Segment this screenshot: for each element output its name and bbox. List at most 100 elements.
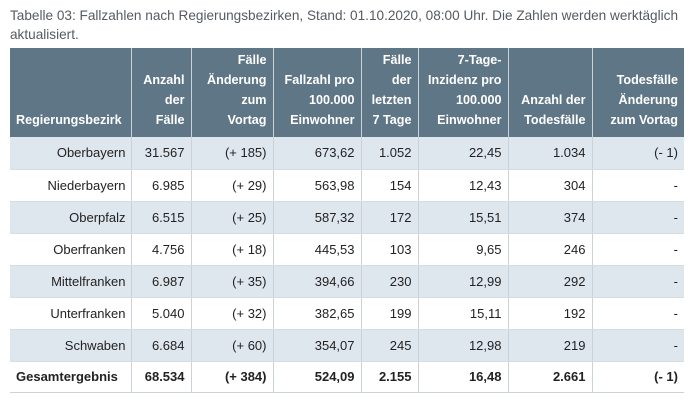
- cell-7-tage-inzidenz: 15,11: [418, 297, 509, 330]
- table-row: Oberpfalz 6.515 (+ 25) 587,32 172 15,51 374-: [10, 201, 684, 234]
- cell-todesfaelle-aenderung: (- 1): [592, 137, 684, 170]
- case-table: Regierungsbezirk Anzahl der Fälle Fälle Änder…: [10, 48, 684, 393]
- cell-7-tage-inzidenz: 12,43: [418, 169, 509, 202]
- header-line: letzten: [371, 93, 412, 107]
- cell-region: Mittelfranken: [10, 265, 132, 298]
- table-row: Schwaben 6.684 (+ 60) 354,07 245 12,98 219-: [10, 329, 684, 362]
- cell-region: Oberbayern: [10, 137, 132, 170]
- cell-faelle-7-tage: 230: [361, 265, 419, 298]
- header-line: Fallzahl pro: [284, 73, 355, 87]
- cell-fallzahl-pro-100k: 354,07: [273, 329, 362, 362]
- header-line: Fälle: [237, 53, 267, 67]
- header-line: zum Vortag: [610, 113, 678, 127]
- cell-region: Unterfranken: [10, 297, 132, 330]
- cell-fallzahl-pro-100k: 673,62: [273, 137, 362, 170]
- header-regierungsbezirk: Regierungsbezirk: [10, 48, 132, 137]
- cell-anzahl-todesfaelle: 246: [508, 233, 593, 266]
- header-line: Anzahl: [143, 73, 185, 87]
- cell-todesfaelle-aenderung: -: [592, 265, 684, 298]
- header-anzahl-faelle: Anzahl der Fälle: [131, 48, 192, 137]
- table-body: Oberbayern 31.567 (+ 185) 673,62 1.052 22,45 1…: [10, 137, 684, 393]
- header-line: Todesfälle: [524, 113, 586, 127]
- header-row: Regierungsbezirk Anzahl der Fälle Fälle Änder…: [10, 48, 684, 137]
- cell-anzahl-todesfaelle: 304: [508, 169, 593, 202]
- cell-faelle-7-tage: 172: [361, 201, 419, 234]
- cell-todesfaelle-aenderung: -: [592, 329, 684, 362]
- header-line: Fälle: [155, 113, 185, 127]
- cell-region: Niederbayern: [10, 169, 132, 202]
- cell-aenderung-vortag: (+ 35): [191, 265, 274, 298]
- cell-region: Oberfranken: [10, 233, 132, 266]
- cell-faelle-7-tage: 199: [361, 297, 419, 330]
- header-line: Vortag: [227, 113, 267, 127]
- header-line: Änderung: [618, 93, 678, 107]
- cell-7-tage-inzidenz: 22,45: [418, 137, 509, 170]
- cell-faelle-7-tage: 103: [361, 233, 419, 266]
- header-line: 7 Tage: [372, 113, 412, 127]
- header-line: Anzahl der: [521, 93, 586, 107]
- table-row: Mittelfranken 6.987 (+ 35) 394,66 230 12,99 29…: [10, 265, 684, 298]
- cell-7-tage-inzidenz: 15,51: [418, 201, 509, 234]
- table-row: Oberbayern 31.567 (+ 185) 673,62 1.052 22,45 1…: [10, 137, 684, 170]
- cell-todesfaelle-aenderung: -: [592, 201, 684, 234]
- cell-faelle-7-tage: 245: [361, 329, 419, 362]
- cell-fallzahl-pro-100k: 382,65: [273, 297, 362, 330]
- cell-7-tage-inzidenz: 12,99: [418, 265, 509, 298]
- cell-fallzahl-pro-100k: 445,53: [273, 233, 362, 266]
- total-cell-todesfaelle-aenderung: (- 1): [592, 361, 684, 393]
- header-line: Einwohner: [437, 113, 502, 127]
- header-line: der: [391, 73, 412, 87]
- total-cell-fallzahl-pro-100k: 524,09: [273, 361, 362, 393]
- cell-anzahl-faelle: 6.684: [131, 329, 192, 362]
- header-line: 100.000: [455, 93, 502, 107]
- header-7-tage-inzidenz: 7-Tage- Inzidenz pro 100.000 Einwohner: [418, 48, 509, 137]
- header-faelle-7-tage: Fälle der letzten 7 Tage: [361, 48, 419, 137]
- cell-anzahl-todesfaelle: 374: [508, 201, 593, 234]
- cell-anzahl-todesfaelle: 219: [508, 329, 593, 362]
- total-row: Gesamtergebnis 68.534 (+ 384) 524,09 2.155 16…: [10, 361, 684, 393]
- header-line: Einwohner: [290, 113, 355, 127]
- cell-anzahl-todesfaelle: 192: [508, 297, 593, 330]
- cell-anzahl-faelle: 5.040: [131, 297, 192, 330]
- cell-aenderung-vortag: (+ 60): [191, 329, 274, 362]
- cell-fallzahl-pro-100k: 394,66: [273, 265, 362, 298]
- cell-aenderung-vortag: (+ 32): [191, 297, 274, 330]
- cell-fallzahl-pro-100k: 563,98: [273, 169, 362, 202]
- header-anzahl-todesfaelle: Anzahl der Todesfälle: [508, 48, 593, 137]
- cell-faelle-7-tage: 1.052: [361, 137, 419, 170]
- header-fallzahl-pro-100k: Fallzahl pro 100.000 Einwohner: [273, 48, 362, 137]
- header-line: 7-Tage-: [457, 53, 502, 67]
- header-line: zum: [241, 93, 267, 107]
- cell-anzahl-faelle: 6.987: [131, 265, 192, 298]
- header-line: Todesfälle: [616, 73, 678, 87]
- header-line: 100.000: [308, 93, 355, 107]
- cell-anzahl-faelle: 6.515: [131, 201, 192, 234]
- cell-aenderung-vortag: (+ 185): [191, 137, 274, 170]
- total-cell-anzahl-faelle: 68.534: [131, 361, 192, 393]
- header-line: der: [164, 93, 185, 107]
- total-cell-faelle-7-tage: 2.155: [361, 361, 419, 393]
- total-cell-anzahl-todesfaelle: 2.661: [508, 361, 593, 393]
- cell-region: Oberpfalz: [10, 201, 132, 234]
- cell-faelle-7-tage: 154: [361, 169, 419, 202]
- header-line: Inzidenz pro: [428, 73, 502, 87]
- cell-aenderung-vortag: (+ 29): [191, 169, 274, 202]
- cell-anzahl-faelle: 6.985: [131, 169, 192, 202]
- cell-aenderung-vortag: (+ 25): [191, 201, 274, 234]
- cell-fallzahl-pro-100k: 587,32: [273, 201, 362, 234]
- cell-region: Schwaben: [10, 329, 132, 362]
- total-cell-aenderung-vortag: (+ 384): [191, 361, 274, 393]
- cell-7-tage-inzidenz: 12,98: [418, 329, 509, 362]
- cell-todesfaelle-aenderung: -: [592, 233, 684, 266]
- cell-anzahl-todesfaelle: 1.034: [508, 137, 593, 170]
- cell-anzahl-todesfaelle: 292: [508, 265, 593, 298]
- table-row: Niederbayern 6.985 (+ 29) 563,98 154 12,43 304…: [10, 169, 684, 202]
- header-todesfaelle-aenderung: Todesfälle Änderung zum Vortag: [592, 48, 684, 137]
- cell-anzahl-faelle: 31.567: [131, 137, 192, 170]
- cell-todesfaelle-aenderung: -: [592, 169, 684, 202]
- table-row: Unterfranken 5.040 (+ 32) 382,65 199 15,11 192…: [10, 297, 684, 330]
- header-line: Fälle: [382, 53, 412, 67]
- header-aenderung-vortag: Fälle Änderung zum Vortag: [191, 48, 274, 137]
- cell-anzahl-faelle: 4.756: [131, 233, 192, 266]
- total-cell-region: Gesamtergebnis: [10, 361, 132, 393]
